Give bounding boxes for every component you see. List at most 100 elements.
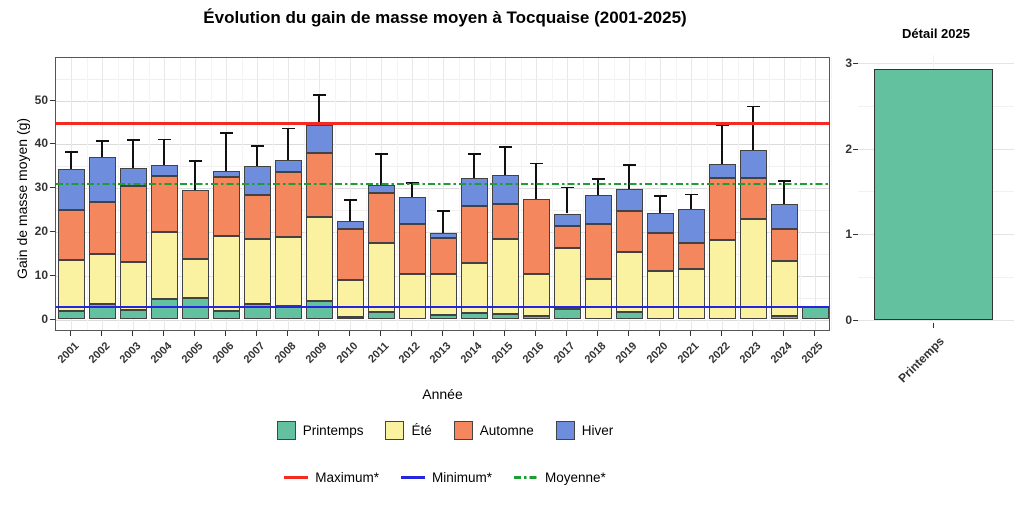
error-bar-cap-2014	[467, 153, 481, 156]
bar-segment-2006-Automne	[212, 176, 240, 236]
minor-gridline-v	[551, 58, 553, 330]
error-bar-line-2013	[442, 210, 444, 233]
reference-line-legend: Maximum* Minimum* Moyenne*	[0, 470, 890, 485]
bar-segment-2014-Printemps	[460, 312, 488, 320]
bar-segment-2002-Été	[88, 254, 116, 305]
error-bar-line-2008	[287, 127, 289, 161]
error-bar-cap-2017	[560, 186, 574, 189]
bar-segment-2009-Hiver	[305, 124, 333, 153]
x-tick-mark	[473, 331, 475, 336]
major-gridline-h	[56, 144, 829, 146]
x-tick-mark	[504, 331, 506, 336]
x-tick-mark	[721, 331, 723, 336]
error-bar-cap-2016	[529, 162, 543, 165]
x-axis-title: Année	[422, 386, 463, 402]
error-bar-cap-2023	[746, 105, 760, 108]
bar-segment-2006-Printemps	[212, 310, 240, 320]
minor-gridline-v	[489, 58, 491, 330]
bar-segment-2005-Été	[181, 259, 209, 299]
error-bar-cap-2019	[622, 164, 636, 167]
minor-gridline-h	[56, 166, 829, 168]
x-tick-mark	[101, 331, 103, 336]
error-bar-line-2004	[163, 138, 165, 166]
error-bar-cap-2009	[312, 93, 326, 96]
minor-gridline-v	[427, 58, 429, 330]
minor-gridline-v	[365, 58, 367, 330]
error-bar-cap-2004	[157, 138, 171, 141]
bar-segment-2020-Automne	[646, 233, 674, 271]
minor-gridline-v	[830, 58, 832, 330]
bar-segment-2022-Hiver	[708, 163, 736, 179]
error-bar-cap-2011	[374, 153, 388, 156]
bar-segment-2007-Hiver	[243, 166, 271, 196]
bar-segment-2015-Été	[491, 239, 519, 315]
detail-y-tick-label: 1	[845, 227, 852, 242]
detail-y-tick-label: 3	[845, 55, 852, 70]
minor-gridline-v	[334, 58, 336, 330]
error-bar-line-2024	[783, 180, 785, 204]
bar-segment-2004-Printemps	[150, 299, 178, 320]
bar-segment-2015-Automne	[491, 203, 519, 240]
minor-gridline-v	[706, 58, 708, 330]
bar-segment-2008-Hiver	[274, 160, 302, 172]
bar-segment-2019-Été	[615, 252, 643, 313]
bar-segment-2004-Hiver	[150, 165, 178, 176]
bar-segment-2003-Printemps	[119, 309, 147, 320]
major-gridline-v	[660, 58, 661, 330]
x-tick-mark	[783, 331, 785, 336]
bar-segment-2021-Automne	[677, 242, 705, 270]
bar-segment-2002-Hiver	[88, 156, 116, 203]
bar-segment-2020-Hiver	[646, 212, 674, 234]
reference-line-Moyenne	[56, 182, 829, 186]
x-tick-mark	[194, 331, 196, 336]
legend-label-printemps: Printemps	[302, 423, 364, 438]
bar-segment-2013-Automne	[429, 238, 457, 274]
error-bar-cap-2006	[219, 132, 233, 134]
minor-gridline-v	[303, 58, 305, 330]
maximum-line-swatch	[284, 476, 309, 479]
reference-line-Maximum	[56, 122, 829, 125]
detail-y-tick-mark	[853, 234, 858, 236]
bar-segment-2001-Été	[57, 259, 85, 311]
bar-segment-2012-Été	[398, 273, 426, 320]
error-bar-cap-2002	[95, 139, 109, 142]
minor-gridline-v	[148, 58, 150, 330]
minor-gridline-v	[241, 58, 243, 330]
x-tick-mark	[628, 331, 630, 336]
reference-line-Minimum	[56, 305, 829, 309]
minimum-line-swatch	[400, 476, 425, 479]
error-bar-line-2022	[721, 124, 723, 164]
bar-segment-2001-Automne	[57, 210, 85, 260]
bar-segment-2013-Printemps	[429, 315, 457, 320]
error-bar-cap-2010	[343, 199, 357, 201]
x-tick-mark	[225, 331, 227, 336]
bar-segment-2017-Hiver	[553, 213, 581, 227]
error-bar-line-2002	[101, 139, 103, 157]
detail-y-tick-mark	[853, 320, 858, 322]
bar-segment-2003-Hiver	[119, 167, 147, 186]
error-bar-line-2014	[473, 153, 475, 178]
bar-segment-2022-Automne	[708, 178, 736, 241]
detail-major-gridline	[858, 320, 1014, 321]
bar-segment-2018-Été	[584, 279, 612, 320]
detail-y-tick-mark	[853, 62, 858, 65]
bar-segment-2021-Hiver	[677, 209, 705, 243]
error-bar-cap-2015	[498, 146, 512, 148]
main-chart-panel	[55, 57, 832, 331]
major-gridline-h	[56, 188, 829, 190]
error-bar-cap-2022	[715, 124, 729, 127]
legend-label-hiver: Hiver	[581, 423, 614, 438]
x-tick-mark	[442, 331, 444, 336]
bar-segment-2019-Hiver	[615, 188, 643, 211]
detail-y-tick-mark	[853, 148, 858, 150]
error-bar-cap-2001	[64, 150, 78, 153]
error-bar-line-2011	[380, 153, 382, 186]
minor-gridline-v	[86, 58, 88, 330]
legend-label-automne: Automne	[479, 423, 534, 438]
minor-gridline-v	[520, 58, 522, 330]
bar-segment-2013-Hiver	[429, 232, 457, 239]
error-bar-line-2021	[690, 193, 692, 210]
y-tick-mark	[50, 274, 55, 276]
bar-segment-2007-Été	[243, 239, 271, 304]
minor-gridline-v	[644, 58, 646, 330]
